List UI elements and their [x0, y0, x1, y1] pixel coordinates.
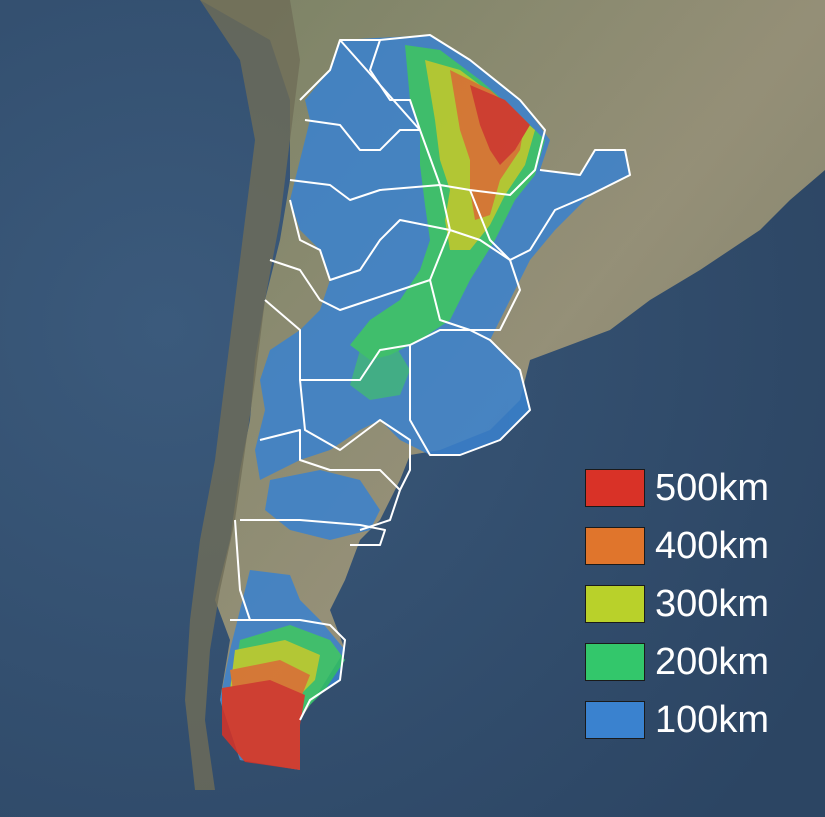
legend-item-100km: 100km	[585, 697, 805, 741]
coverage-500km-zone	[470, 85, 530, 165]
legend-label-400km: 400km	[655, 525, 770, 567]
coverage-overlay	[220, 35, 630, 770]
legend-swatch-100km	[585, 701, 645, 739]
coverage-500km-south	[222, 680, 305, 770]
coverage-200km-center	[350, 345, 410, 400]
coverage-100km-patagonia	[265, 470, 380, 540]
legend-item-400km: 400km	[585, 523, 805, 567]
legend-swatch-200km	[585, 643, 645, 681]
legend-swatch-300km	[585, 585, 645, 623]
legend-label-300km: 300km	[655, 583, 770, 625]
legend-item-300km: 300km	[585, 581, 805, 625]
legend-label-100km: 100km	[655, 699, 770, 741]
legend-label-200km: 200km	[655, 641, 770, 683]
province-borders	[230, 34, 631, 721]
legend-label-500km: 500km	[655, 467, 770, 509]
andes-strip	[185, 0, 300, 790]
legend-item-200km: 200km	[585, 639, 805, 683]
legend-swatch-400km	[585, 527, 645, 565]
legend-swatch-500km	[585, 469, 645, 507]
legend-item-500km: 500km	[585, 465, 805, 509]
